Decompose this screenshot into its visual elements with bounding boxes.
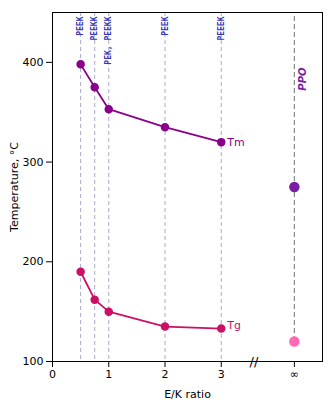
svg-text:PEEK: PEEK bbox=[76, 16, 85, 35]
svg-text:PEEKK: PEEKK bbox=[90, 16, 99, 40]
svg-text:100: 100 bbox=[23, 355, 44, 368]
svg-text:Tg: Tg bbox=[226, 319, 241, 332]
svg-text:400: 400 bbox=[23, 56, 44, 69]
svg-text:200: 200 bbox=[23, 255, 44, 268]
svg-text:∞: ∞ bbox=[290, 368, 299, 381]
svg-text:PEEK: PEEK bbox=[161, 16, 170, 35]
svg-text:3: 3 bbox=[218, 368, 225, 381]
svg-text:Temperature, °C: Temperature, °C bbox=[8, 142, 21, 233]
svg-text:1: 1 bbox=[105, 368, 112, 381]
svg-text:E/K ratio: E/K ratio bbox=[164, 388, 211, 401]
svg-text:PPO: PPO bbox=[297, 67, 308, 91]
svg-text:2: 2 bbox=[162, 368, 169, 381]
svg-text:Tm: Tm bbox=[226, 136, 244, 149]
svg-text:PEEEK: PEEEK bbox=[217, 16, 226, 40]
svg-text:300: 300 bbox=[23, 156, 44, 169]
svg-text:0: 0 bbox=[49, 368, 56, 381]
svg-text:PEK, PEEKK: PEK, PEEKK bbox=[104, 16, 113, 64]
